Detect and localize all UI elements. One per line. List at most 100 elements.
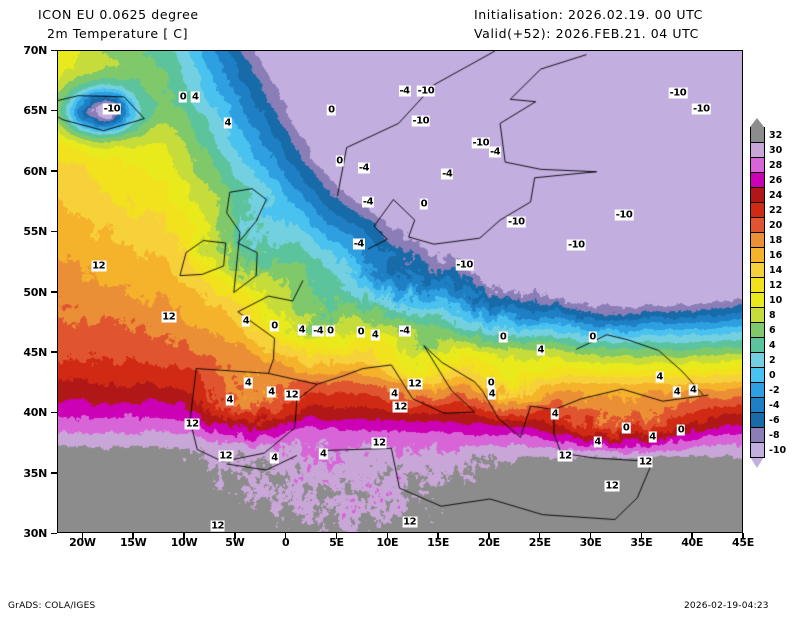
x-axis-tick xyxy=(488,533,490,539)
colorbar-segment xyxy=(750,262,765,278)
colorbar-tick-label: 18 xyxy=(769,235,783,246)
contour-label: -10 xyxy=(507,216,526,228)
x-axis-tick-label: 25E xyxy=(528,536,551,549)
x-axis-tick-label: 20W xyxy=(69,536,96,549)
contour-label: 4 xyxy=(319,448,328,460)
contour-label: 4 xyxy=(390,388,399,400)
colorbar-segment xyxy=(750,277,765,293)
temperature-colorbar[interactable]: 32 30 28 26 24 22 20 18 16 14 12 10 8 6 4 2 0 -2 -4 -6 -8 -10 xyxy=(750,118,786,468)
valid-time: Valid(+52): 2026.FEB.21. 04 UTC xyxy=(474,26,699,41)
y-axis-tick-label: 70N xyxy=(23,44,47,57)
colorbar-segment xyxy=(750,367,765,383)
contour-label: -10 xyxy=(614,209,634,221)
contour-label: 12 xyxy=(393,401,408,413)
contour-label: 4 xyxy=(223,117,232,129)
x-axis-tick xyxy=(640,533,643,539)
colorbar-segment xyxy=(750,217,765,233)
colorbar-tick-label: 20 xyxy=(769,220,783,231)
contour-label: 4 xyxy=(550,408,560,420)
colorbar-extend-bottom-icon xyxy=(750,457,764,468)
x-axis-tick-label: 5W xyxy=(225,536,245,549)
colorbar-tick xyxy=(750,292,765,293)
x-axis-tick-label: 30E xyxy=(579,536,602,549)
colorbar-segment xyxy=(750,232,765,248)
x-axis-tick xyxy=(742,533,744,539)
colorbar-tick-label: 2 xyxy=(769,355,776,366)
contour-label: -4 xyxy=(312,325,325,337)
colorbar-tick xyxy=(750,247,765,248)
contour-label: 12 xyxy=(184,418,200,430)
colorbar-tick xyxy=(750,172,765,173)
colorbar-tick-label: -2 xyxy=(769,385,780,396)
contour-label: -4 xyxy=(361,196,375,208)
colorbar-tick-label: 14 xyxy=(769,265,783,276)
colorbar-tick-label: 6 xyxy=(769,325,776,336)
x-axis-tick-label: 35E xyxy=(630,536,653,549)
colorbar-tick-label: 10 xyxy=(769,295,783,306)
colorbar-segment xyxy=(750,187,765,203)
colorbar-tick xyxy=(750,187,765,188)
contour-label: 4 xyxy=(487,388,497,400)
colorbar-segment xyxy=(750,172,765,188)
colorbar-segment xyxy=(750,337,765,353)
contour-label: 4 xyxy=(655,371,664,383)
x-axis-tick-label: 10E xyxy=(376,536,399,549)
colorbar-tick xyxy=(750,262,765,263)
contour-label: -10 xyxy=(471,137,491,149)
contour-label: -10 xyxy=(455,259,474,271)
contour-label: 4 xyxy=(672,386,682,397)
contour-label: 4 xyxy=(225,394,234,406)
contour-label: 12 xyxy=(402,516,418,528)
contour-label: 4 xyxy=(190,91,200,103)
colorbar-tick-label: -4 xyxy=(769,400,780,411)
contour-label: -10 xyxy=(411,115,431,127)
colorbar-segment xyxy=(750,157,765,173)
colorbar-tick-label: 24 xyxy=(769,190,783,201)
colorbar-tick xyxy=(750,232,765,233)
y-axis-tick xyxy=(51,170,57,172)
contour-label: 4 xyxy=(267,386,276,397)
contour-label: -4 xyxy=(441,168,454,180)
footer-timestamp: 2026-02-19-04:23 xyxy=(684,601,769,611)
colorbar-segment xyxy=(750,397,765,413)
contour-label: 4 xyxy=(688,384,698,396)
y-axis-tick xyxy=(51,109,57,112)
colorbar-tick xyxy=(750,382,765,383)
colorbar-tick xyxy=(750,412,765,413)
colorbar-tick-label: 30 xyxy=(769,145,783,156)
y-axis-tick-label: 45N xyxy=(23,345,47,359)
contour-label: 0 xyxy=(270,320,279,332)
x-axis-tick xyxy=(589,533,592,539)
colorbar-tick xyxy=(750,217,765,218)
colorbar-segment xyxy=(750,382,765,398)
x-axis-tick xyxy=(284,533,287,539)
contour-label: -10 xyxy=(416,85,436,97)
colorbar-segment xyxy=(750,127,765,143)
y-axis-tick-label: 55N xyxy=(23,225,47,239)
x-axis-tick-label: 5E xyxy=(329,536,344,549)
colorbar-segment xyxy=(750,442,765,458)
colorbar-tick xyxy=(750,352,765,353)
contour-label: 12 xyxy=(210,520,226,532)
x-axis-tick xyxy=(437,533,439,539)
contour-label: -4 xyxy=(357,162,370,174)
contour-label: -10 xyxy=(692,103,711,115)
y-axis-tick xyxy=(51,472,57,474)
x-axis-tick-label: 15W xyxy=(119,536,147,549)
contour-label: 4 xyxy=(648,431,657,443)
colorbar-tick xyxy=(750,337,765,338)
colorbar-tick xyxy=(750,157,765,158)
colorbar-tick-label: 12 xyxy=(769,280,783,291)
colorbar-tick-label: 28 xyxy=(769,160,783,171)
y-axis-tick-label: 60N xyxy=(23,164,47,178)
contour-label: 0 xyxy=(356,326,366,338)
colorbar-tick xyxy=(750,277,765,278)
contour-label: -10 xyxy=(567,239,586,251)
x-axis-tick-label: 45E xyxy=(732,536,754,549)
contour-label: 4 xyxy=(593,436,602,448)
y-axis-tick xyxy=(51,49,57,51)
colorbar-tick xyxy=(750,367,765,368)
colorbar-segment xyxy=(750,412,765,428)
x-axis-tick xyxy=(183,533,185,539)
temperature-map[interactable]: -10 0 4 4 -4 -10 0 -10 -10 -10 0 -4 -4 -10 -4 -10 -10 -4 0… xyxy=(57,50,743,533)
